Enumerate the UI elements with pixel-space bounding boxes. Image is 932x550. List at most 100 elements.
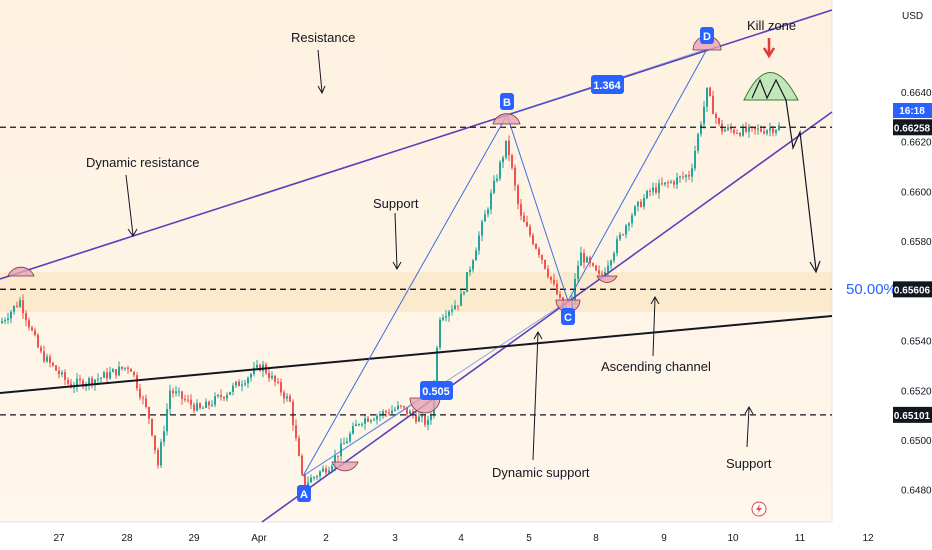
candle <box>19 297 21 308</box>
candle <box>367 416 369 423</box>
touch-marker <box>409 397 441 414</box>
candle <box>451 304 453 316</box>
candle <box>640 199 642 208</box>
candle <box>52 361 54 367</box>
candle <box>625 223 627 239</box>
lower-channel-line[interactable] <box>261 111 833 523</box>
candle <box>139 383 141 401</box>
candle <box>223 396 225 402</box>
candle <box>247 376 249 388</box>
candle <box>325 465 327 476</box>
upper-channel-line[interactable] <box>0 9 833 280</box>
candle <box>559 290 561 299</box>
candle <box>613 251 615 264</box>
candle <box>376 413 378 425</box>
candle <box>547 265 549 279</box>
ratio-badge-ac <box>420 381 453 400</box>
candle <box>631 212 633 228</box>
candle <box>628 221 630 232</box>
candle <box>481 219 483 242</box>
candle <box>700 121 702 137</box>
candle <box>511 153 513 170</box>
countdown-tag <box>893 103 932 118</box>
candle <box>472 258 474 273</box>
candle <box>373 417 375 421</box>
candle <box>214 392 216 408</box>
candle <box>469 266 471 276</box>
candle <box>352 422 354 435</box>
price-axis[interactable] <box>832 0 932 550</box>
currency-label: USD <box>902 11 923 22</box>
candle <box>424 413 426 428</box>
level-tag-text: 0.65101 <box>894 411 931 422</box>
candle <box>343 437 345 445</box>
candle <box>454 300 456 310</box>
candle <box>775 128 777 136</box>
candle <box>610 259 612 270</box>
candle <box>442 314 444 322</box>
candle <box>310 474 312 483</box>
candle <box>154 435 156 454</box>
candle <box>592 262 594 267</box>
candle <box>649 188 651 197</box>
candle <box>157 447 159 469</box>
candle <box>688 170 690 180</box>
candle <box>529 223 531 238</box>
point-badge-b <box>500 93 514 110</box>
candle <box>724 128 726 132</box>
candle <box>385 409 387 418</box>
candle <box>283 389 285 404</box>
candle <box>595 264 597 272</box>
candle <box>280 378 282 396</box>
candle <box>532 232 534 246</box>
candle <box>652 182 654 196</box>
level-tag <box>893 119 932 136</box>
candle <box>670 179 672 184</box>
candle <box>268 367 270 382</box>
x-tick-label: 11 <box>795 533 806 544</box>
candle <box>76 373 78 392</box>
candle <box>58 366 60 379</box>
candle <box>28 317 30 331</box>
candle <box>115 369 117 379</box>
candle <box>733 128 735 136</box>
x-tick-label: 9 <box>661 533 667 544</box>
candle <box>655 182 657 195</box>
candle <box>301 453 303 477</box>
candle <box>109 366 111 380</box>
x-tick-label: 5 <box>526 533 532 544</box>
long-trendline[interactable] <box>0 315 833 394</box>
candle <box>457 305 459 311</box>
kill-zone-label: Kill zone <box>747 18 796 33</box>
candle <box>370 419 372 424</box>
candle <box>130 367 132 372</box>
candle <box>220 389 222 401</box>
time-axis[interactable] <box>0 522 832 550</box>
candle <box>445 310 447 322</box>
candle <box>145 394 147 409</box>
x-tick-label: 12 <box>862 533 874 544</box>
x-tick-label: Apr <box>251 533 267 544</box>
candle <box>364 414 366 430</box>
candle <box>508 135 510 162</box>
x-tick-label: 27 <box>53 533 65 544</box>
zone-band <box>0 272 832 312</box>
candle <box>673 179 675 189</box>
touch-marker <box>596 275 618 283</box>
candle <box>556 279 558 296</box>
candle <box>178 387 180 397</box>
candle <box>754 126 756 135</box>
candle <box>703 100 705 129</box>
candle <box>346 437 348 444</box>
candle <box>181 390 183 405</box>
candle <box>502 155 504 169</box>
candle <box>460 289 462 306</box>
x-tick-label: 4 <box>458 533 464 544</box>
candle <box>661 177 663 186</box>
candle <box>535 242 537 250</box>
candle <box>622 233 624 236</box>
